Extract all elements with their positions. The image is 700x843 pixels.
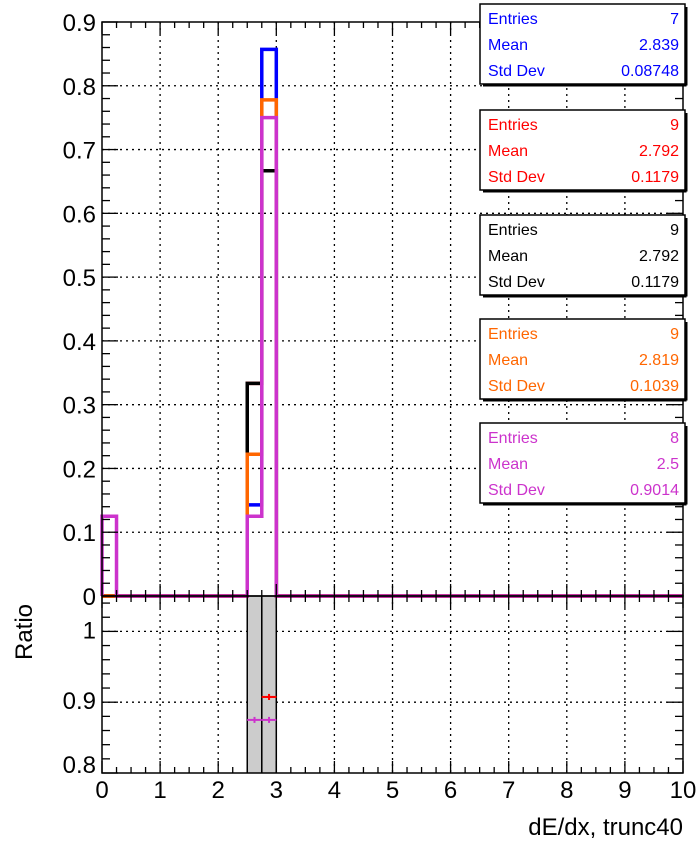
y-tick-label-main: 0 xyxy=(83,584,96,611)
ratio-reference-band xyxy=(246,596,278,773)
axis-tick-labels: 00.10.20.30.40.50.60.70.80.90.80.910 1 2 3 4… xyxy=(63,10,697,804)
stat-label: Entries xyxy=(488,11,538,28)
ratio-band-bin xyxy=(261,596,277,773)
ratio-band-bin xyxy=(247,596,262,773)
x-axis-title: dE/dx, trunc40 xyxy=(528,814,683,841)
stat-label: Mean xyxy=(488,143,528,160)
stat-label: Std Dev xyxy=(488,378,545,395)
stat-box-4: Entries 9 Mean 2.819 Std Dev 0.1039 xyxy=(479,318,688,402)
stat-box-frame xyxy=(479,214,686,296)
stat-label: Mean xyxy=(488,456,528,473)
y-tick-label-ratio: 0.8 xyxy=(63,752,96,779)
stat-label: Std Dev xyxy=(488,169,545,186)
x-tick-label: 7 xyxy=(502,777,515,804)
x-tick-label: 10 xyxy=(670,777,697,804)
x-tick-label: 9 xyxy=(618,777,631,804)
x-tick-label: 2 xyxy=(212,777,225,804)
stat-label: Entries xyxy=(488,117,538,134)
stat-label: Std Dev xyxy=(488,63,545,80)
ratio-panel-grid xyxy=(102,596,683,773)
stat-value: 0.9014 xyxy=(630,482,679,499)
stat-label: Std Dev xyxy=(488,482,545,499)
y-tick-label-main: 0.6 xyxy=(63,201,96,228)
ratio-axis-title: Ratio xyxy=(11,604,38,660)
stat-label: Std Dev xyxy=(488,274,545,291)
y-tick-label-ratio: 0.9 xyxy=(63,688,96,715)
x-tick-label: 6 xyxy=(444,777,457,804)
stat-boxes: Entries 7 Mean 2.839 Std Dev 0.08748 Entries 9 M… xyxy=(479,3,688,506)
stat-value: 7 xyxy=(670,11,679,28)
x-tick-label: 4 xyxy=(328,777,341,804)
y-tick-label-main: 0.1 xyxy=(63,520,96,547)
stat-box-1: Entries 7 Mean 2.839 Std Dev 0.08748 xyxy=(479,3,688,87)
stat-value: 9 xyxy=(670,326,679,343)
stat-label: Entries xyxy=(488,222,538,239)
y-tick-label-main: 0.4 xyxy=(63,329,96,356)
y-tick-label-main: 0.3 xyxy=(63,393,96,420)
y-tick-label-main: 0.9 xyxy=(63,10,96,37)
stat-value: 8 xyxy=(670,430,679,447)
x-tick-label: 5 xyxy=(386,777,399,804)
stat-box-5: Entries 8 Mean 2.5 Std Dev 0.9014 xyxy=(479,422,688,506)
ratio-panel-points xyxy=(247,693,277,723)
x-tick-label: 1 xyxy=(153,777,166,804)
main-panel-grid xyxy=(102,22,683,596)
stat-value: 2.792 xyxy=(639,143,679,160)
stat-box-frame xyxy=(479,109,686,191)
y-tick-label-main: 0.5 xyxy=(63,265,96,292)
stat-value: 0.1179 xyxy=(631,169,679,186)
stat-label: Mean xyxy=(488,248,528,265)
stat-box-frame xyxy=(479,318,686,400)
y-tick-label-main: 0.7 xyxy=(63,138,96,165)
x-tick-label: 3 xyxy=(270,777,283,804)
y-tick-label-ratio: 1 xyxy=(83,617,96,644)
stat-label: Entries xyxy=(488,326,538,343)
stat-value: 9 xyxy=(670,222,679,239)
stat-value: 2.5 xyxy=(657,456,679,473)
stat-value: 2.819 xyxy=(639,352,679,369)
x-tick-label: 0 xyxy=(95,777,108,804)
x-tick-label: 8 xyxy=(560,777,573,804)
stat-value: 2.839 xyxy=(639,37,679,54)
stat-box-3: Entries 9 Mean 2.792 Std Dev 0.1179 xyxy=(479,214,688,298)
stat-value: 0.1039 xyxy=(630,378,679,395)
stat-value: 2.792 xyxy=(639,248,679,265)
stat-value: 9 xyxy=(670,117,679,134)
stat-box-frame xyxy=(479,3,686,85)
stat-value: 0.1179 xyxy=(631,274,679,291)
stat-box-frame xyxy=(479,422,686,504)
stat-label: Entries xyxy=(488,430,538,447)
stat-value: 0.08748 xyxy=(621,63,679,80)
stat-label: Mean xyxy=(488,37,528,54)
y-tick-label-main: 0.8 xyxy=(63,74,96,101)
stat-box-2: Entries 9 Mean 2.792 Std Dev 0.1179 xyxy=(479,109,688,193)
y-tick-label-main: 0.2 xyxy=(63,456,96,483)
stat-label: Mean xyxy=(488,352,528,369)
